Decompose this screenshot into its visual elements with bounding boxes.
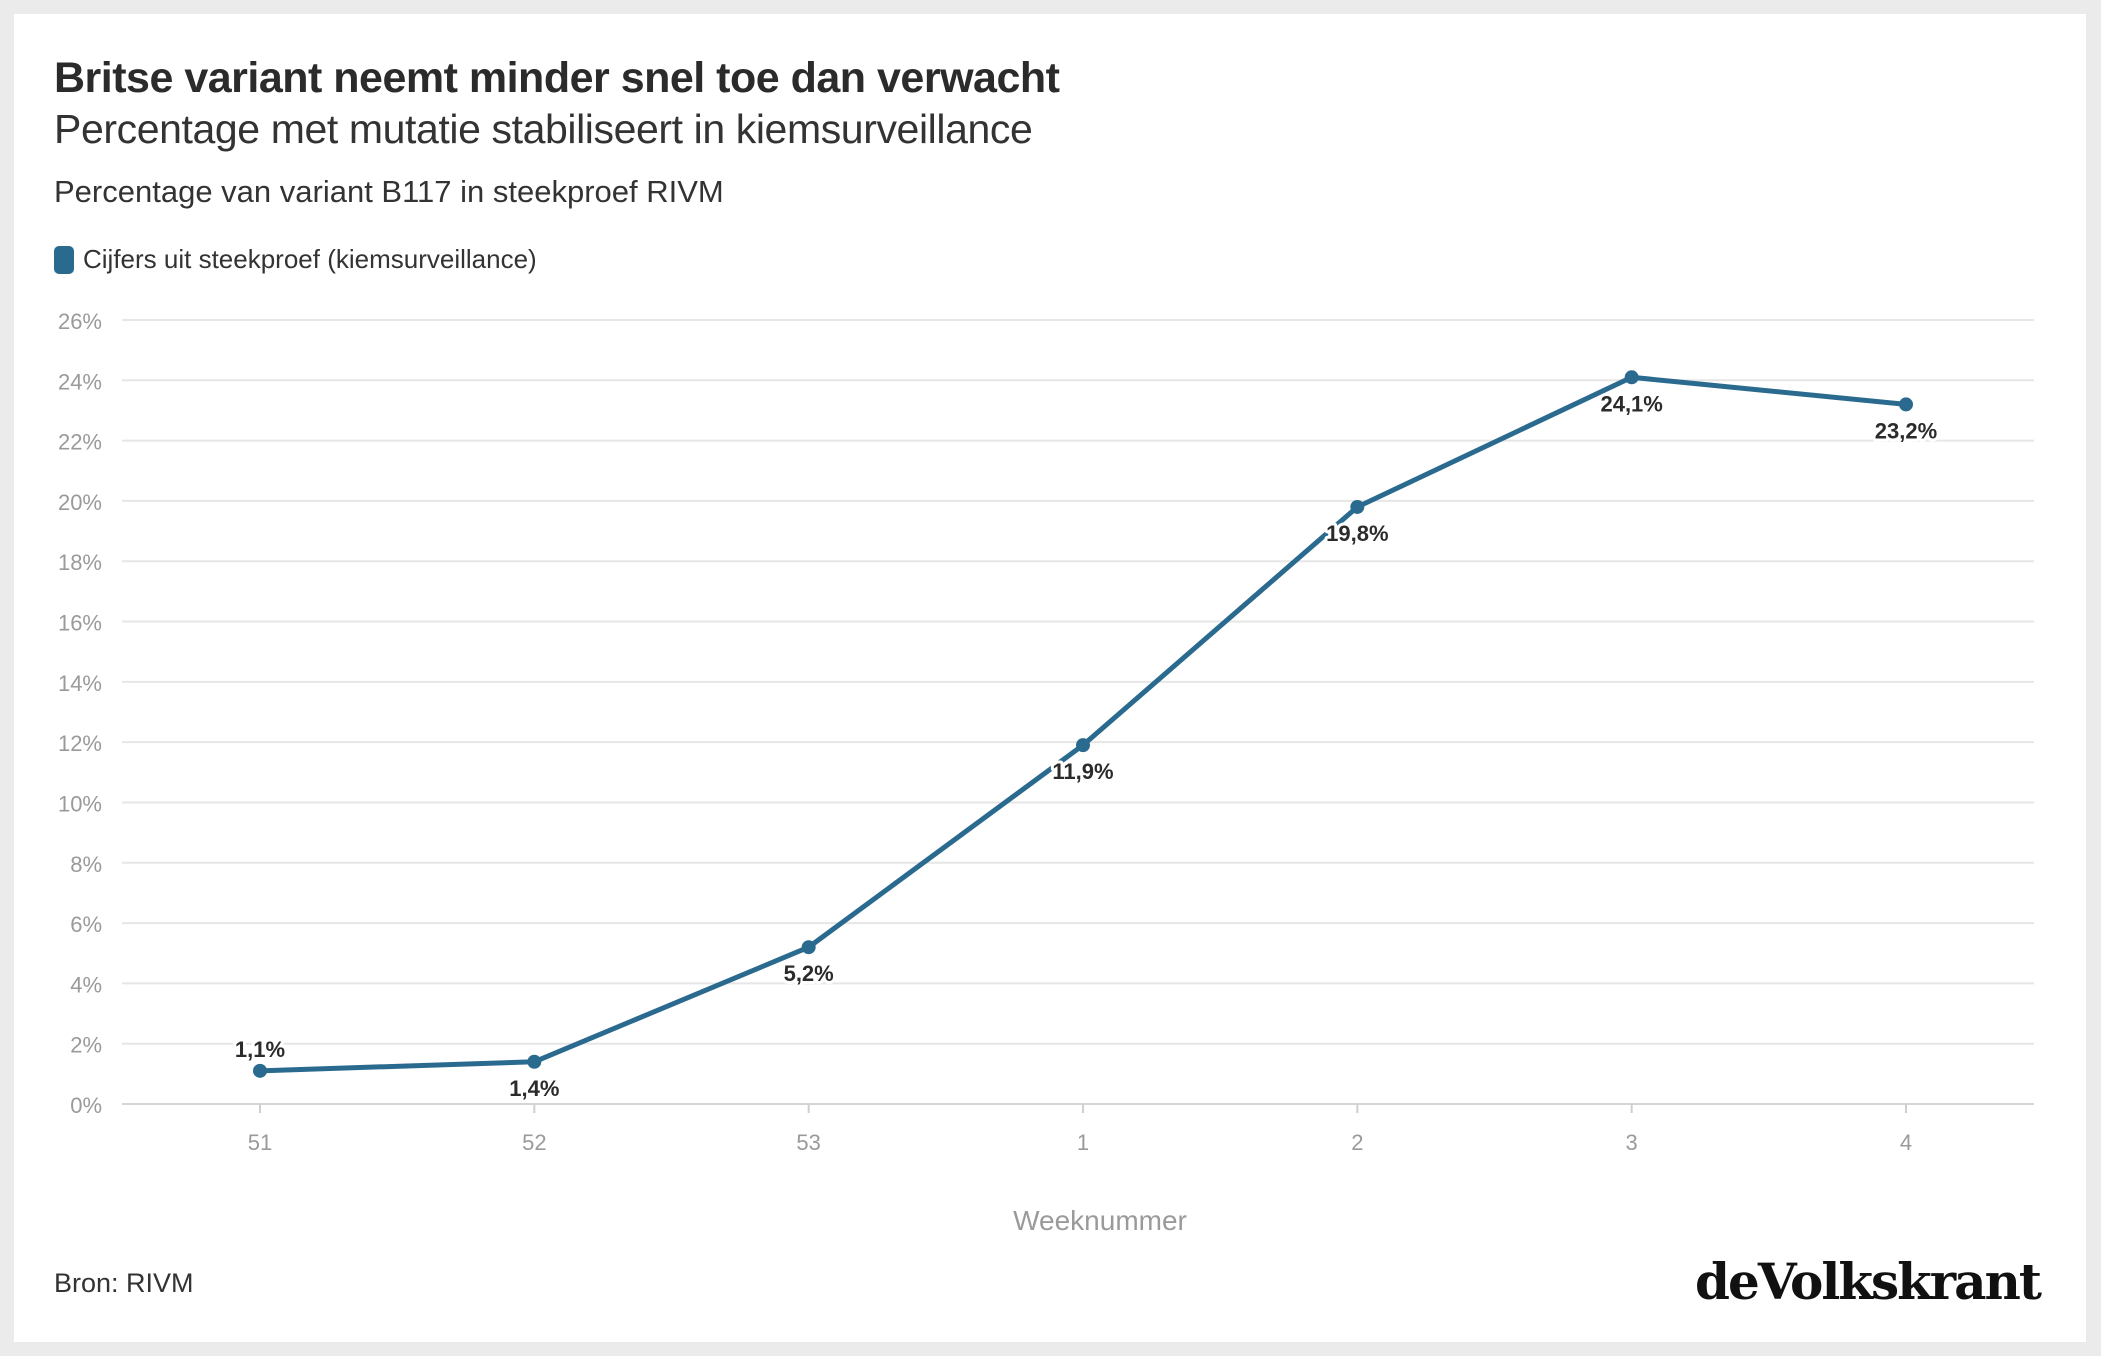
data-label-halo: 5,2% <box>784 961 834 986</box>
chart-description: Percentage van variant B117 in steekproe… <box>54 174 724 209</box>
data-label: 24,1% <box>1600 391 1662 416</box>
y-tick-label: 24% <box>58 369 102 394</box>
data-point <box>253 1063 267 1078</box>
y-tick-label: 8% <box>70 852 102 877</box>
chart-title: Britse variant neemt minder snel toe dan… <box>54 54 1060 102</box>
data-label-halo: 1,1% <box>235 1037 285 1062</box>
data-label-halo: 1,4% <box>509 1076 559 1101</box>
data-point <box>1076 738 1090 753</box>
y-tick-label: 2% <box>70 1033 102 1058</box>
y-tick-label: 26% <box>58 309 102 334</box>
data-label: 23,2% <box>1875 418 1937 443</box>
x-axis-label: Weeknummer <box>1013 1205 1187 1236</box>
y-tick-label: 0% <box>70 1093 102 1118</box>
data-label-halo: 23,2% <box>1875 418 1937 443</box>
y-tick-label: 22% <box>58 430 102 455</box>
data-label-halo: 19,8% <box>1326 521 1388 546</box>
y-tick-label: 18% <box>58 550 102 575</box>
data-point <box>1350 499 1365 514</box>
y-tick-label: 12% <box>58 731 102 756</box>
line-chart: 0% 2% 4% 6% 8% 10% 12% 14% 16% 18% 20% 22% 24% 26% 51 5… <box>58 309 2034 1236</box>
data-point <box>527 1054 542 1069</box>
y-tick-label: 16% <box>58 611 102 636</box>
legend-label: Cijfers uit steekproef (kiemsurveillance… <box>83 244 537 274</box>
y-tick-label: 6% <box>70 912 102 937</box>
data-label: 11,9% <box>1052 759 1113 784</box>
x-tick-label: 4 <box>1900 1130 1912 1155</box>
data-point <box>1899 397 1913 412</box>
chart-card: Britse variant neemt minder snel toe dan… <box>14 14 2086 1342</box>
x-tick-label: 51 <box>248 1130 272 1155</box>
data-label: 19,8% <box>1326 521 1388 546</box>
y-tick-label: 14% <box>58 671 102 696</box>
data-point <box>801 940 816 955</box>
data-label: 1,1% <box>235 1037 285 1062</box>
data-label-halo: 11,9% <box>1052 759 1113 784</box>
source-note: Bron: RIVM <box>54 1268 194 1298</box>
data-label: 1,4% <box>509 1076 559 1101</box>
x-tick-label: 53 <box>796 1130 820 1155</box>
brand-logo: deVolkskrant <box>1695 1252 2042 1311</box>
data-point <box>1624 370 1639 385</box>
x-tick-label: 52 <box>522 1130 546 1155</box>
y-tick-label: 4% <box>70 972 102 997</box>
data-label-halo: 24,1% <box>1600 391 1662 416</box>
series-line <box>257 374 1909 1074</box>
chart-subtitle: Percentage met mutatie stabiliseert in k… <box>54 106 1033 152</box>
y-tick-label: 10% <box>58 791 102 816</box>
legend: Cijfers uit steekproef (kiemsurveillance… <box>54 244 537 275</box>
x-tick-label: 3 <box>1626 1130 1638 1155</box>
y-tick-label: 20% <box>58 490 102 515</box>
data-label: 5,2% <box>784 961 834 986</box>
legend-swatch <box>54 245 74 274</box>
x-tick-label: 2 <box>1351 1130 1363 1155</box>
x-tick-label: 1 <box>1077 1130 1089 1155</box>
